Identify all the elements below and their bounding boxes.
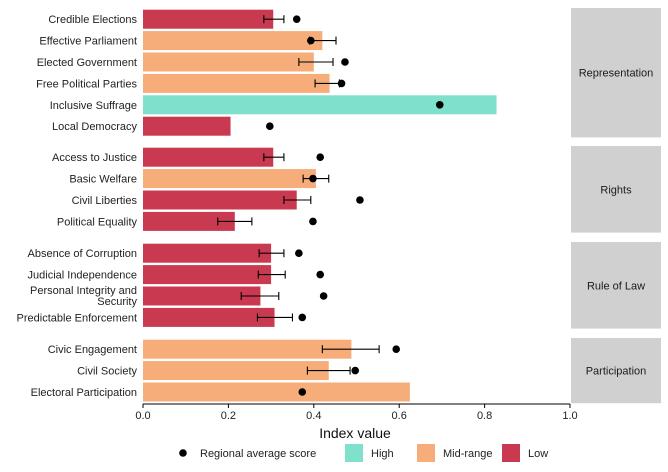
- bar: [143, 265, 272, 285]
- regional-point: [266, 122, 274, 130]
- legend-swatch-high: [345, 444, 363, 462]
- category-label: Effective Parliament: [39, 36, 137, 48]
- regional-point: [316, 153, 325, 161]
- x-axis-title: Index value: [319, 425, 391, 441]
- category-label: Judicial Independence: [28, 270, 137, 282]
- category-label: Predictable Enforcement: [17, 312, 137, 324]
- category-label: Local Democracy: [52, 121, 137, 133]
- category-label: Basic Welfare: [69, 174, 137, 186]
- x-axis: 0.0 0.2 0.4 0.6 0.8 1.0: [135, 403, 578, 422]
- category-label: Civil Society: [77, 366, 137, 378]
- x-tick-label: 0.8: [477, 410, 492, 422]
- regional-point: [292, 15, 301, 23]
- bar: [143, 52, 314, 72]
- facet-strip: [571, 338, 661, 404]
- regional-point: [351, 366, 360, 375]
- legend: Regional average score High Mid-range Low: [179, 444, 548, 462]
- legend-label-low: Low: [528, 448, 548, 460]
- bar: [143, 211, 235, 231]
- facet-strip: [571, 242, 661, 329]
- category-label-line: Security: [97, 296, 137, 308]
- bar: [143, 9, 274, 29]
- bar: [143, 95, 497, 115]
- bar: [143, 31, 323, 51]
- regional-point: [309, 174, 317, 183]
- regional-point: [319, 292, 328, 300]
- bar: [143, 190, 297, 210]
- facet-strip-label: Participation: [586, 366, 647, 378]
- bar: [143, 339, 352, 359]
- facet-strips-layer: Representation Rights Rule of Law Participa…: [571, 8, 661, 404]
- facet-strip: [571, 146, 661, 233]
- legend-label-high: High: [371, 448, 394, 460]
- category-label: Elected Government: [37, 57, 137, 69]
- category-label: Access to Justice: [52, 152, 137, 164]
- x-tick-label: 0.4: [306, 410, 321, 422]
- bar: [143, 307, 275, 327]
- x-tick-label: 1.0: [562, 410, 577, 422]
- x-tick-label: 0.2: [221, 410, 236, 422]
- regional-point: [307, 36, 315, 45]
- legend-point-label: Regional average score: [200, 448, 316, 460]
- regional-point: [295, 249, 303, 257]
- legend-swatch-mid: [417, 444, 435, 462]
- category-label: Free Political Parties: [36, 78, 137, 90]
- category-label: Absence of Corruption: [28, 248, 137, 260]
- bar: [143, 169, 316, 189]
- category-label: Political Equality: [57, 216, 138, 228]
- regional-point: [337, 79, 346, 88]
- regional-point: [298, 388, 307, 396]
- regional-point: [309, 217, 317, 226]
- regional-point: [356, 196, 364, 204]
- bar: [143, 147, 274, 167]
- x-tick-label: 0.0: [135, 410, 150, 422]
- bar: [143, 382, 410, 402]
- category-label: Personal Integrity and Security: [30, 285, 138, 308]
- bar: [143, 243, 272, 263]
- bar: [143, 73, 330, 93]
- category-label: Civil Liberties: [72, 195, 138, 207]
- legend-label-mid: Mid-range: [443, 448, 493, 460]
- regional-point: [435, 101, 444, 109]
- regional-point: [298, 313, 307, 322]
- facet-strip-label: Rule of Law: [587, 280, 645, 292]
- error-bars-layer: [217, 15, 380, 375]
- x-tick-label: 0.6: [392, 410, 407, 422]
- category-label: Electoral Participation: [31, 387, 137, 399]
- category-label-line: Personal Integrity and: [30, 285, 137, 297]
- facet-strip-label: Representation: [579, 68, 654, 80]
- regional-points-layer: [266, 15, 444, 396]
- category-label: Credible Elections: [48, 14, 137, 26]
- category-labels-layer: Credible Elections Effective Parliament El…: [17, 14, 138, 399]
- category-label: Civic Engagement: [48, 344, 137, 356]
- regional-point: [341, 58, 349, 66]
- bar: [143, 116, 231, 136]
- bar: [143, 286, 261, 306]
- legend-swatch-low: [502, 444, 520, 462]
- category-label: Inclusive Suffrage: [50, 100, 137, 112]
- facet-strip: [571, 8, 661, 138]
- facet-strip-label: Rights: [600, 184, 632, 196]
- legend-point-swatch: [179, 449, 187, 457]
- regional-point: [316, 270, 325, 279]
- regional-point: [392, 345, 401, 354]
- bars-layer: [143, 9, 497, 402]
- bar: [143, 361, 329, 381]
